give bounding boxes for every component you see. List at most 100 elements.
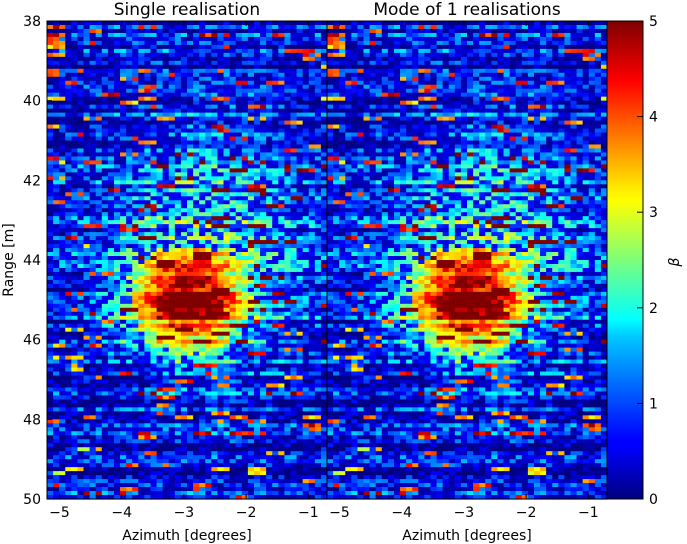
heatmap-cell	[126, 192, 133, 197]
heatmap-cell	[107, 315, 115, 321]
heatmap-cell	[71, 415, 79, 420]
heatmap-cell	[296, 28, 304, 34]
heatmap-cell	[77, 168, 85, 173]
heatmap-cell	[77, 116, 85, 122]
heatmap-cell	[89, 200, 97, 205]
heatmap-cell	[113, 427, 121, 432]
heatmap-cell	[113, 124, 121, 130]
heatmap-cell	[235, 32, 243, 38]
heatmap-cell	[290, 108, 298, 114]
heatmap-cell	[132, 355, 139, 361]
heatmap-cell	[302, 435, 310, 440]
heatmap-cell	[296, 263, 304, 269]
heatmap-cell	[223, 120, 231, 126]
heatmap-cell	[290, 88, 298, 94]
heatmap-cell	[205, 156, 212, 162]
heatmap-cell	[132, 379, 139, 385]
heatmap-cell	[290, 315, 298, 321]
heatmap-cell	[241, 435, 249, 440]
heatmap-cell	[83, 52, 91, 58]
heatmap-cell	[107, 112, 115, 118]
heatmap-cell	[211, 423, 219, 428]
heatmap-cell	[314, 200, 322, 205]
heatmap-cell	[217, 204, 225, 209]
heatmap-cell	[120, 339, 127, 345]
heatmap-cell	[101, 267, 109, 273]
heatmap-cell	[241, 347, 249, 353]
heatmap-cell	[107, 164, 115, 169]
heatmap-cell	[187, 379, 194, 385]
heatmap-cell	[296, 232, 304, 237]
heatmap-cell	[101, 244, 109, 249]
heatmap-cell	[120, 132, 127, 138]
heatmap-cell	[71, 260, 79, 265]
heatmap-cell	[260, 28, 267, 34]
heatmap-cell	[53, 267, 60, 273]
heatmap-cell	[199, 76, 206, 82]
heatmap-cell	[314, 295, 322, 301]
heatmap-cell	[272, 24, 279, 30]
heatmap-cell	[302, 248, 310, 253]
heatmap-cell	[223, 112, 231, 118]
heatmap-cell	[89, 116, 97, 122]
heatmap-cell	[107, 403, 115, 408]
heatmap-cell	[229, 431, 237, 436]
heatmap-cell	[266, 60, 273, 66]
heatmap-cell	[47, 24, 54, 30]
heatmap-cell	[193, 196, 200, 201]
heatmap-cell	[150, 108, 158, 114]
heatmap-cell	[138, 168, 145, 173]
heatmap-cell	[113, 435, 121, 440]
heatmap-cell	[296, 156, 304, 162]
heatmap-cell	[247, 208, 255, 213]
heatmap-cell	[107, 359, 115, 365]
heatmap-cell	[308, 256, 316, 261]
heatmap-cell	[302, 407, 310, 412]
heatmap-cell	[120, 180, 127, 185]
heatmap-cell	[302, 240, 310, 245]
heatmap-cell	[132, 371, 139, 377]
heatmap-cell	[138, 311, 145, 317]
heatmap-cell	[235, 443, 243, 448]
heatmap-cell	[138, 339, 145, 345]
heatmap-cell	[260, 232, 267, 237]
heatmap-cell	[59, 367, 66, 373]
heatmap-cell	[101, 263, 109, 269]
heatmap-cell	[83, 64, 91, 70]
heatmap-cell	[53, 375, 60, 381]
heatmap-cell	[120, 152, 127, 158]
heatmap-cell	[217, 192, 225, 197]
heatmap-cell	[223, 295, 231, 301]
heatmap-cell	[247, 68, 255, 74]
heatmap-cell	[205, 267, 212, 273]
heatmap-cell	[278, 156, 285, 162]
heatmap-cell	[302, 371, 310, 377]
heatmap-cell	[89, 244, 97, 249]
heatmap-cell	[278, 443, 285, 448]
heatmap-cell	[223, 339, 231, 345]
heatmap-cell	[144, 375, 152, 381]
heatmap-cell	[308, 228, 316, 233]
heatmap-cell	[314, 339, 322, 345]
heatmap-cell	[138, 228, 145, 233]
heatmap-cell	[211, 144, 219, 150]
heatmap-cell	[59, 427, 66, 432]
heatmap-cell	[272, 371, 279, 377]
heatmap-cell	[138, 363, 145, 369]
heatmap-cell	[320, 399, 328, 404]
heatmap-cell	[278, 315, 285, 321]
heatmap-cell	[95, 236, 103, 241]
heatmap-cell	[168, 216, 176, 221]
heatmap-cell	[187, 391, 194, 397]
heatmap-cell	[223, 403, 231, 408]
heatmap-cell	[314, 192, 322, 197]
heatmap-cell	[314, 347, 322, 353]
heatmap-cell	[193, 140, 200, 146]
heatmap-cell	[101, 216, 109, 221]
heatmap-cell	[290, 403, 298, 408]
heatmap-cell	[150, 443, 158, 448]
heatmap-cell	[83, 315, 91, 321]
heatmap-cell	[314, 311, 322, 317]
heatmap-cell	[296, 236, 304, 241]
heatmap-cell	[156, 307, 164, 313]
